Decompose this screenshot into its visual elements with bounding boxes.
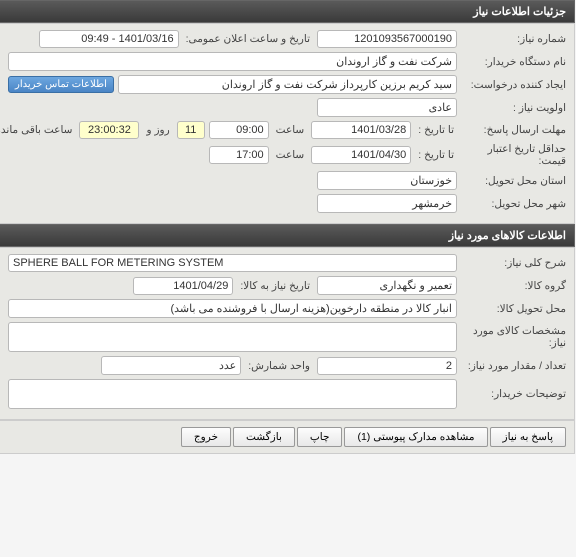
priority-label: اولویت نیاز : (462, 102, 567, 114)
back-button[interactable]: بازگشت (234, 427, 296, 447)
group-label: گروه کالا: (462, 280, 567, 292)
need-date-field: 1401/04/29 (134, 277, 234, 295)
action-button-bar: پاسخ به نیاز مشاهده مدارک پیوستی (1) چاپ… (0, 420, 576, 454)
need-details-panel: شماره نیاز: 1201093567000190 تاریخ و ساع… (0, 23, 576, 224)
group-field: تعمیر و نگهداری (318, 276, 458, 295)
countdown-field: 23:00:32 (80, 121, 140, 139)
desc-field: SPHERE BALL FOR METERING SYSTEM (9, 254, 458, 272)
announce-field: 1401/03/16 - 09:49 (40, 30, 180, 48)
location-label: محل تحویل کالا: (462, 303, 567, 315)
city-field: خرمشهر (318, 194, 458, 213)
buyer-notes-field (9, 379, 458, 409)
priority-field: عادی (318, 98, 458, 117)
respond-button[interactable]: پاسخ به نیاز (491, 427, 567, 447)
creator-field: سید کریم برزین کارپرداز شرکت نفت و گاز ا… (119, 75, 458, 94)
need-number-label: شماره نیاز: (462, 33, 567, 45)
buyer-field: شرکت نفت و گاز اروندان (9, 52, 458, 71)
exit-button[interactable]: خروج (182, 427, 232, 447)
creator-label: ایجاد کننده درخواست: (462, 79, 567, 91)
items-details-panel: شرح کلی نیاز: SPHERE BALL FOR METERING S… (0, 247, 576, 420)
time1-label: ساعت (274, 124, 309, 136)
need-number-field: 1201093567000190 (318, 30, 458, 48)
desc-label: شرح کلی نیاز: (462, 257, 567, 269)
remaining-label: ساعت باقی مانده (0, 124, 76, 136)
deadline-time-field: 09:00 (210, 121, 270, 139)
city-label: شهر محل تحویل: (462, 198, 567, 210)
spec-field (9, 322, 458, 352)
to-date1-label: تا تاریخ : (416, 124, 458, 136)
time2-label: ساعت (274, 149, 309, 161)
deadline-date-field: 1401/03/28 (312, 121, 412, 139)
to-date2-label: تا تاریخ : (416, 149, 458, 161)
deadline-label: مهلت ارسال پاسخ: (462, 124, 567, 136)
need-details-header: جزئیات اطلاعات نیاز (0, 0, 576, 23)
need-date-label: تاریخ نیاز به کالا: (238, 280, 314, 292)
qty-label: تعداد / مقدار مورد نیاز: (462, 360, 567, 372)
validity-time-field: 17:00 (210, 146, 270, 164)
unit-field: عدد (102, 356, 242, 375)
buyer-contact-button[interactable]: اطلاعات تماس خریدار (9, 76, 115, 93)
items-details-header: اطلاعات کالاهای مورد نیاز (0, 224, 576, 247)
location-field: انبار کالا در منطقه دارخوین(هزینه ارسال … (9, 299, 458, 318)
province-label: استان محل تحویل: (462, 175, 567, 187)
print-button[interactable]: چاپ (298, 427, 344, 447)
days-label: روز و (144, 124, 173, 136)
announce-label: تاریخ و ساعت اعلان عمومی: (184, 33, 314, 45)
buyer-label: نام دستگاه خریدار: (462, 56, 567, 68)
buyer-notes-label: توضیحات خریدار: (462, 388, 567, 400)
province-field: خوزستان (318, 171, 458, 190)
validity-label: حداقل تاریخ اعتبار قیمت: (462, 143, 567, 167)
unit-label: واحد شمارش: (246, 360, 314, 372)
days-remaining-field: 11 (178, 121, 206, 139)
attachments-button[interactable]: مشاهده مدارک پیوستی (1) (345, 427, 488, 447)
validity-date-field: 1401/04/30 (312, 146, 412, 164)
spec-label: مشخصات کالای مورد نیاز: (462, 325, 567, 349)
qty-field: 2 (318, 357, 458, 375)
